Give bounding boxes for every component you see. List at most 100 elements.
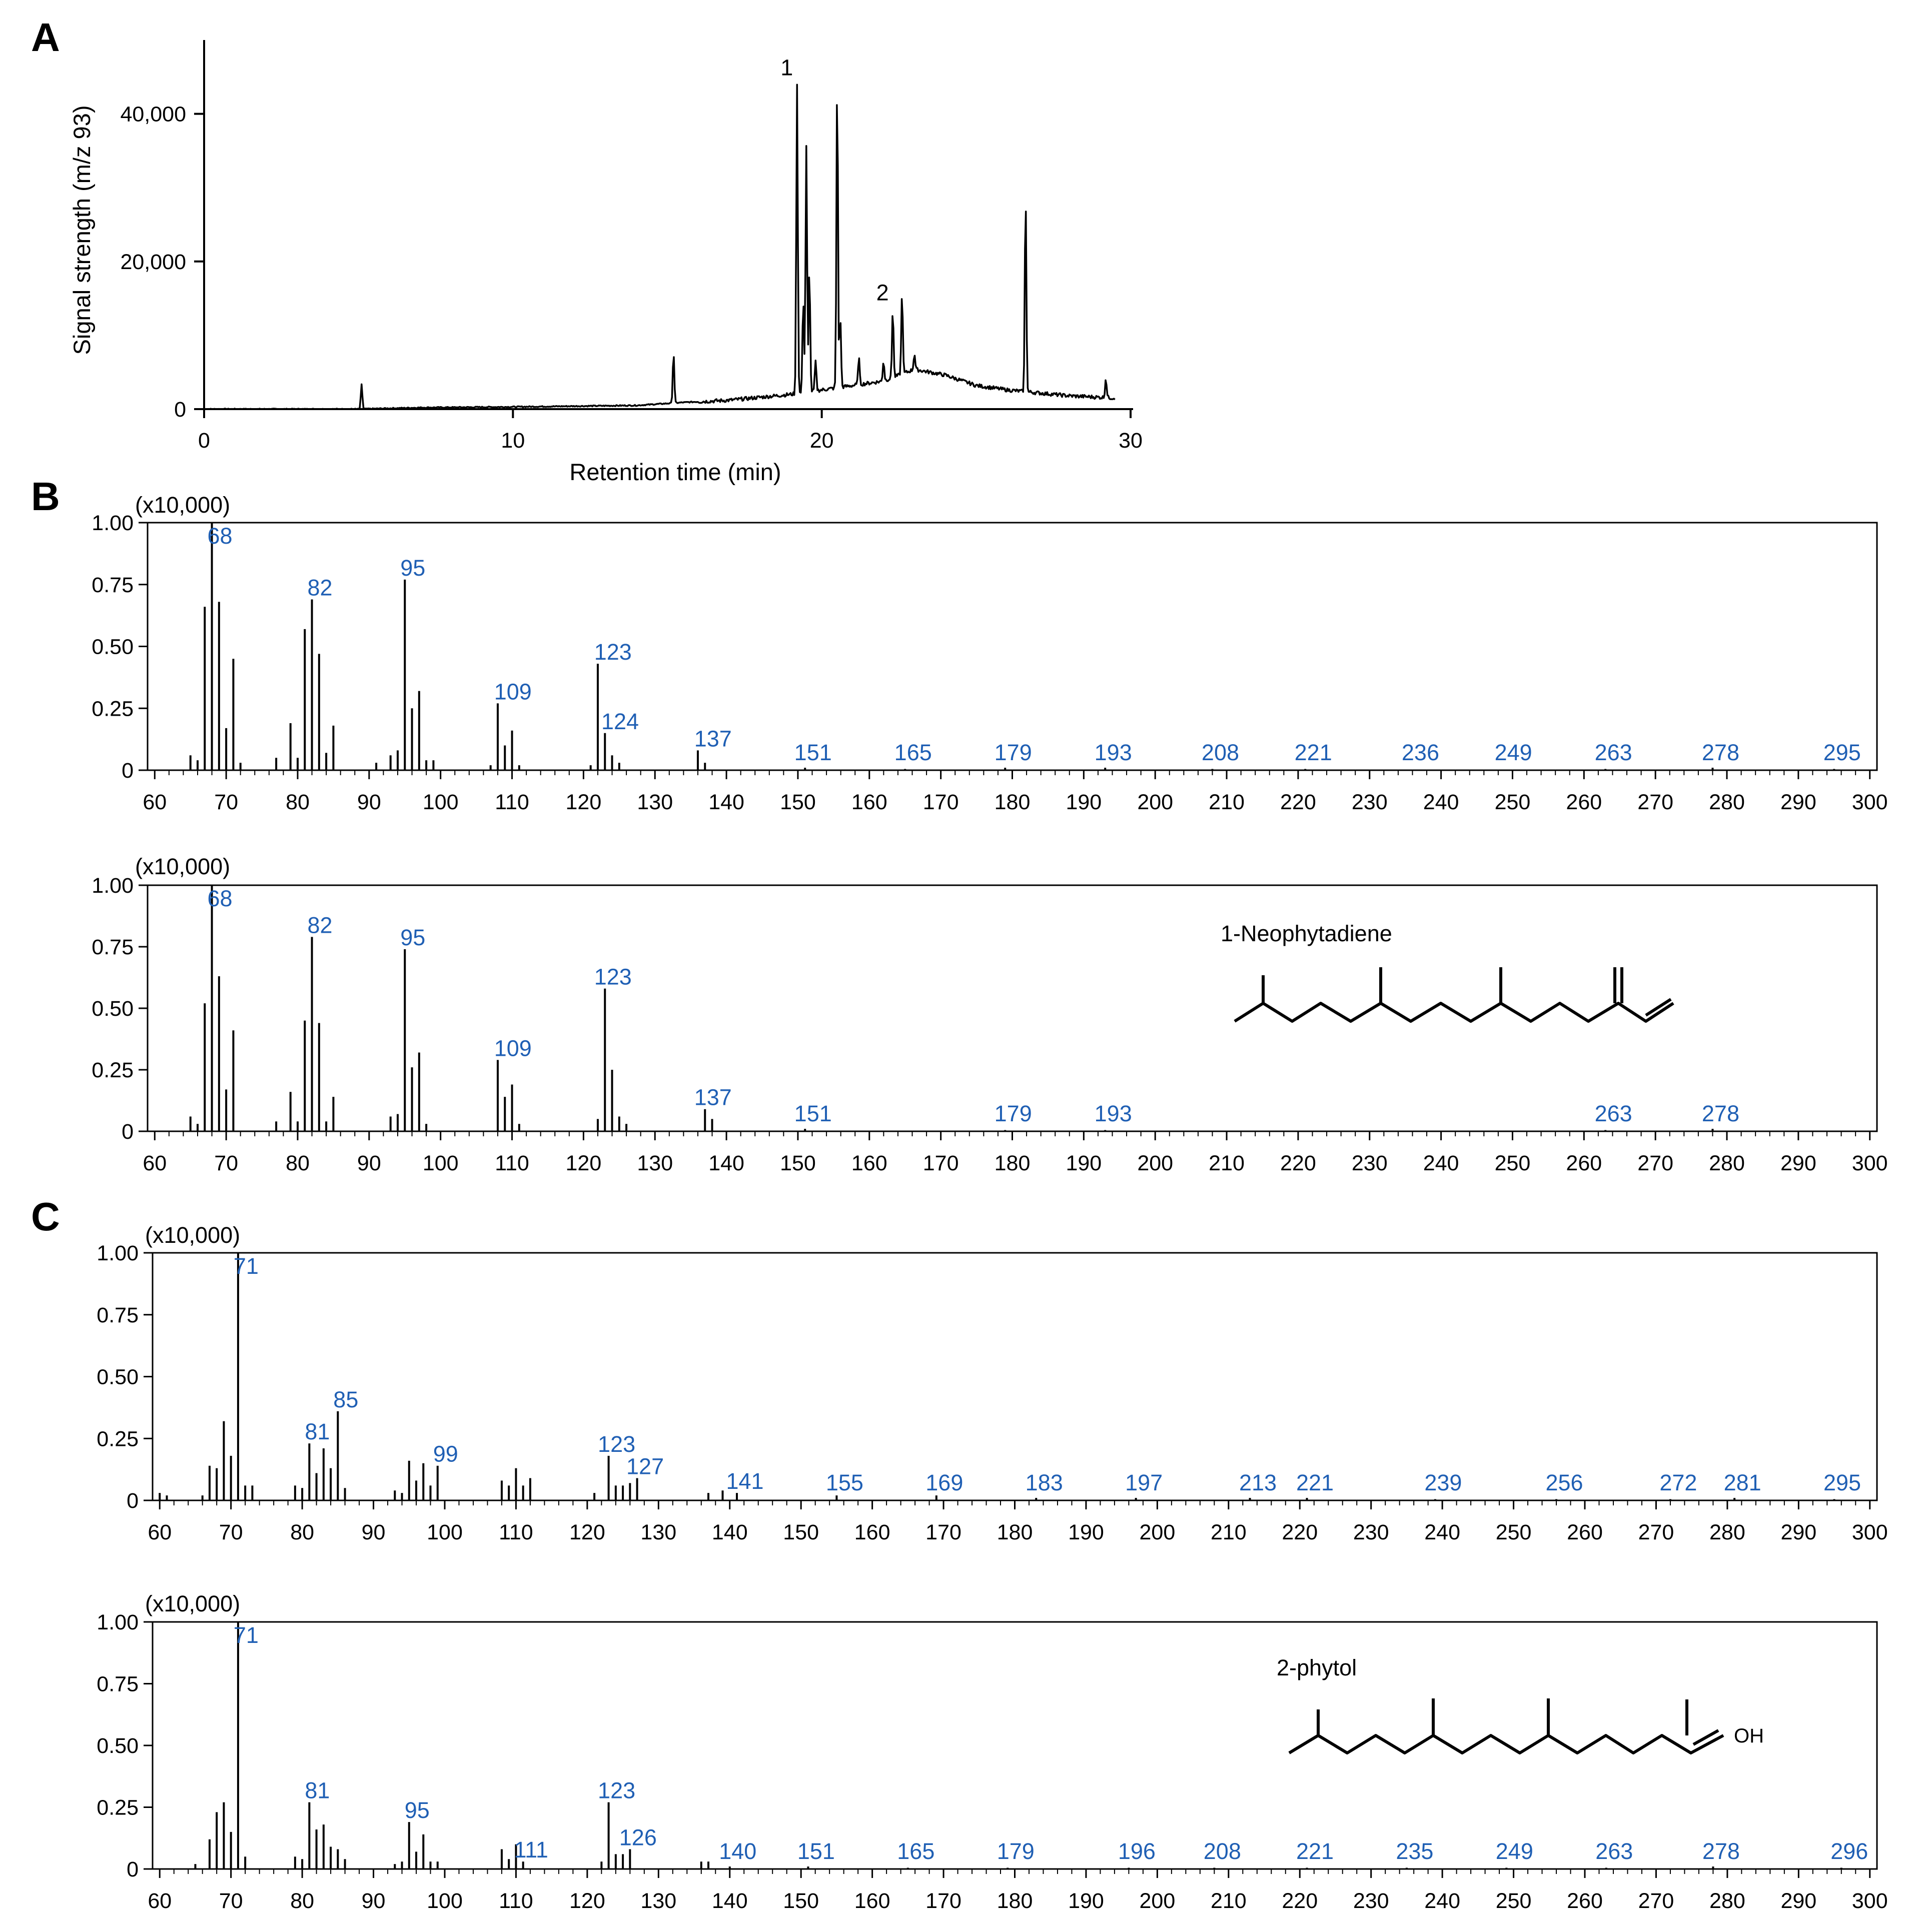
mz-label: 165 [894, 740, 932, 765]
x-tick-label: 140 [712, 1889, 748, 1913]
x-tick-label: 170 [925, 1520, 961, 1544]
mz-label: 272 [1659, 1470, 1697, 1495]
x-tick-label: 160 [851, 1151, 887, 1175]
x-tick-label: 280 [1709, 790, 1745, 814]
mz-label: 169 [925, 1470, 963, 1495]
mz-label: 95 [400, 925, 425, 950]
mz-label: 126 [619, 1824, 657, 1850]
peak-label: 2 [876, 280, 889, 306]
spectrum-b-bottom: (x10,000) 0 0.25 0.50 0.75 1.00 60 70 80 90 100 110… [92, 854, 1887, 1175]
x-tick-label: 190 [1066, 790, 1102, 814]
x-tick-label: 70 [219, 1520, 243, 1544]
x-tick-label: 160 [854, 1520, 890, 1544]
mz-label: 137 [694, 726, 732, 751]
mz-label: 141 [726, 1468, 763, 1494]
mz-label: 81 [305, 1778, 330, 1803]
mz-label: 263 [1595, 1838, 1633, 1864]
x-tick-label: 90 [362, 1520, 386, 1544]
spectrum-c-top: (x10,000) 0 0.25 0.50 0.75 1.00 60 70 80 90 100 110… [97, 1222, 1887, 1544]
mz-label: 82 [308, 575, 333, 600]
y-tick-label: 0.50 [92, 635, 134, 659]
spectrum-frame [152, 1621, 1878, 1870]
y-tick-label: 0 [122, 1120, 134, 1144]
panel-letter-a: A [31, 15, 60, 60]
compound-name-neophytadiene: 1-Neophytadiene [1221, 921, 1392, 946]
mz-label: 196 [1118, 1838, 1156, 1864]
y-tick-label: 1.00 [92, 874, 134, 898]
scale-label: (x10,000) [135, 492, 230, 518]
y-tick-label: 0.50 [97, 1734, 139, 1758]
x-tick-label: 90 [362, 1889, 386, 1913]
x-tick-label: 100 [423, 790, 459, 814]
x-tick-label: 250 [1496, 1520, 1532, 1544]
mz-label: 193 [1095, 1101, 1132, 1126]
mz-label: 109 [494, 1035, 532, 1061]
spectrum-b-top: (x10,000) 0 0.25 0.50 0.75 1.00 60 70 80 90 100 110… [92, 492, 1887, 814]
x-tick-label: 230 [1353, 1889, 1389, 1913]
mz-label: 123 [594, 964, 632, 990]
mz-label: 278 [1702, 740, 1739, 765]
scale-label: (x10,000) [135, 854, 230, 879]
x-axis-title: Retention time (min) [569, 459, 781, 485]
x-tick-label: 10 [501, 429, 525, 453]
mz-label: 123 [598, 1778, 635, 1803]
x-tick-label: 80 [290, 1520, 314, 1544]
x-tick-label: 230 [1352, 1151, 1388, 1175]
y-tick-label: 0.50 [97, 1365, 139, 1389]
y-tick-label: 0 [174, 398, 186, 422]
mz-label: 278 [1702, 1101, 1739, 1126]
mz-label: 127 [626, 1453, 664, 1479]
chromatogram-ticks: 0 10 20 30 0 20,000 40,000 [120, 103, 1142, 453]
x-tick-label: 130 [640, 1889, 676, 1913]
peak-label: 1 [780, 55, 793, 81]
chromatogram-panel: 0 10 20 30 0 20,000 40,000 Retention time (min… [69, 40, 1143, 485]
y-tick-label: 0.25 [92, 1058, 134, 1082]
mz-label: 68 [208, 523, 233, 549]
x-tick-label: 200 [1140, 1520, 1176, 1544]
x-tick-label: 150 [780, 1151, 816, 1175]
mz-label: 235 [1396, 1838, 1433, 1864]
x-tick-label: 80 [286, 790, 310, 814]
x-tick-label: 150 [780, 790, 816, 814]
spectrum-frame [147, 884, 1878, 1132]
x-tick-label: 220 [1280, 790, 1316, 814]
mz-label: 151 [794, 1101, 832, 1126]
x-tick-label: 220 [1282, 1889, 1318, 1913]
x-tick-label: 120 [569, 1889, 605, 1913]
x-tick-label: 270 [1637, 1151, 1673, 1175]
spectrum-frame [152, 1252, 1878, 1501]
spectrum-c-bottom: (x10,000) 0 0.25 0.50 0.75 1.00 60 70 80 90 100 110… [97, 1591, 1887, 1913]
y-tick-label: 0.75 [97, 1672, 139, 1696]
y-tick-label: 0 [122, 759, 134, 783]
x-tick-label: 220 [1280, 1151, 1316, 1175]
x-tick-label: 290 [1780, 1151, 1816, 1175]
x-tick-label: 270 [1638, 1520, 1674, 1544]
y-tick-label: 40,000 [120, 103, 186, 127]
y-tick-label: 0 [127, 1857, 139, 1881]
mz-label: 140 [719, 1838, 756, 1864]
x-tick-label: 30 [1119, 429, 1143, 453]
x-tick-label: 260 [1567, 1889, 1603, 1913]
x-tick-label: 180 [997, 1520, 1033, 1544]
chromatogram-trace [204, 84, 1116, 410]
mz-label: 95 [405, 1797, 430, 1823]
mz-label: 221 [1296, 1838, 1334, 1864]
x-tick-label: 280 [1709, 1520, 1745, 1544]
mz-label: 99 [433, 1441, 458, 1467]
y-tick-label: 0.25 [97, 1796, 139, 1820]
x-tick-label: 300 [1852, 1151, 1888, 1175]
x-tick-label: 210 [1209, 1151, 1245, 1175]
x-tick-label: 210 [1209, 790, 1245, 814]
x-tick-label: 240 [1423, 1151, 1459, 1175]
mz-label: 208 [1202, 740, 1239, 765]
x-tick-label: 120 [566, 1151, 602, 1175]
mz-label: 263 [1595, 740, 1632, 765]
y-tick-label: 1.00 [97, 1241, 139, 1265]
x-tick-label: 300 [1852, 1520, 1888, 1544]
x-tick-label: 110 [495, 790, 529, 814]
mz-label: 213 [1239, 1470, 1277, 1495]
x-tick-label: 80 [286, 1151, 310, 1175]
panel-letter-b: B [31, 474, 60, 519]
x-tick-label: 60 [148, 1520, 172, 1544]
mz-label: 197 [1125, 1470, 1163, 1495]
